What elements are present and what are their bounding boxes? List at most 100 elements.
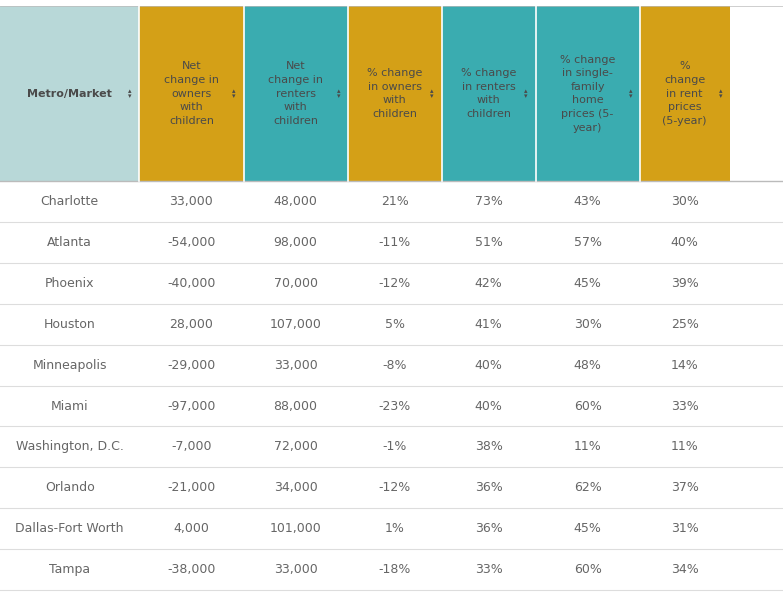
Text: -12%: -12% [378, 482, 411, 494]
Text: 70,000: 70,000 [273, 277, 318, 290]
Text: 4,000: 4,000 [174, 522, 209, 535]
Text: 33%: 33% [474, 563, 503, 576]
Text: Tampa: Tampa [49, 563, 90, 576]
Text: 30%: 30% [574, 318, 601, 331]
Text: 34%: 34% [671, 563, 698, 576]
Text: 73%: 73% [474, 195, 503, 208]
Text: 31%: 31% [671, 522, 698, 535]
Bar [0, 263, 783, 304]
Text: 1%: 1% [384, 522, 405, 535]
Text: Charlotte: Charlotte [41, 195, 99, 208]
Text: 11%: 11% [671, 440, 698, 454]
Text: 41%: 41% [474, 318, 503, 331]
Text: 33%: 33% [671, 399, 698, 412]
Text: 36%: 36% [474, 522, 503, 535]
Text: -7,000: -7,000 [171, 440, 211, 454]
Text: -54,000: -54,000 [168, 236, 215, 249]
Text: Metro/Market: Metro/Market [27, 89, 112, 98]
Text: 88,000: 88,000 [273, 399, 318, 412]
Text: 62%: 62% [574, 482, 601, 494]
Text: 21%: 21% [381, 195, 409, 208]
Text: Miami: Miami [51, 399, 88, 412]
Bar [0, 386, 783, 427]
Text: Washington, D.C.: Washington, D.C. [16, 440, 124, 454]
Text: -11%: -11% [378, 236, 411, 249]
Text: % change
in owners
with
children: % change in owners with children [367, 68, 422, 119]
Text: %
change
in rent
prices
(5-year): % change in rent prices (5-year) [662, 61, 707, 126]
Text: % change
in renters
with
children: % change in renters with children [461, 68, 516, 119]
Text: ▴
▾: ▴ ▾ [431, 88, 434, 99]
Text: 40%: 40% [474, 399, 503, 412]
Text: 37%: 37% [671, 482, 698, 494]
Bar [139, 6, 244, 181]
Text: Net
change in
renters
with
children: Net change in renters with children [268, 61, 323, 126]
Text: 36%: 36% [474, 482, 503, 494]
Bar [0, 6, 139, 181]
Text: 60%: 60% [574, 399, 601, 412]
Text: 60%: 60% [574, 563, 601, 576]
Bar [348, 6, 442, 181]
Text: 107,000: 107,000 [269, 318, 322, 331]
Bar [0, 304, 783, 344]
Text: -29,000: -29,000 [168, 359, 215, 372]
Text: 39%: 39% [671, 277, 698, 290]
Text: Atlanta: Atlanta [47, 236, 92, 249]
Text: Orlando: Orlando [45, 482, 95, 494]
Text: 11%: 11% [574, 440, 601, 454]
Bar [0, 427, 783, 467]
Bar [0, 508, 783, 549]
Text: 38%: 38% [474, 440, 503, 454]
Text: 43%: 43% [574, 195, 601, 208]
Text: ▴
▾: ▴ ▾ [525, 88, 528, 99]
Text: Houston: Houston [44, 318, 96, 331]
Text: 34,000: 34,000 [274, 482, 317, 494]
Text: 101,000: 101,000 [269, 522, 322, 535]
Text: 40%: 40% [474, 359, 503, 372]
Text: -97,000: -97,000 [168, 399, 215, 412]
Text: ▴
▾: ▴ ▾ [233, 88, 236, 99]
Text: -23%: -23% [378, 399, 411, 412]
Bar [640, 6, 730, 181]
Text: ▴
▾: ▴ ▾ [128, 88, 132, 99]
Text: -1%: -1% [382, 440, 407, 454]
Bar [0, 549, 783, 590]
Text: 48%: 48% [574, 359, 601, 372]
Text: Dallas-Fort Worth: Dallas-Fort Worth [16, 522, 124, 535]
Text: 14%: 14% [671, 359, 698, 372]
Text: ▴
▾: ▴ ▾ [337, 88, 340, 99]
Text: 33,000: 33,000 [170, 195, 213, 208]
Text: Minneapolis: Minneapolis [32, 359, 107, 372]
Text: -8%: -8% [382, 359, 407, 372]
Text: % change
in single-
family
home
prices (5-
year): % change in single- family home prices (… [560, 55, 615, 132]
Text: 45%: 45% [574, 522, 601, 535]
Text: 33,000: 33,000 [274, 359, 317, 372]
Text: 72,000: 72,000 [273, 440, 318, 454]
Bar [0, 467, 783, 508]
Text: Net
change in
owners
with
children: Net change in owners with children [164, 61, 219, 126]
Bar [0, 181, 783, 222]
Text: ▴
▾: ▴ ▾ [719, 88, 722, 99]
Text: 57%: 57% [574, 236, 601, 249]
Text: -38,000: -38,000 [168, 563, 215, 576]
Text: -18%: -18% [378, 563, 411, 576]
Bar [0, 222, 783, 263]
Bar [0, 344, 783, 386]
Bar [442, 6, 536, 181]
Text: ▴
▾: ▴ ▾ [629, 88, 632, 99]
Text: 48,000: 48,000 [273, 195, 318, 208]
Text: 28,000: 28,000 [169, 318, 214, 331]
Text: 42%: 42% [474, 277, 503, 290]
Text: 45%: 45% [574, 277, 601, 290]
Text: 33,000: 33,000 [274, 563, 317, 576]
Text: 30%: 30% [671, 195, 698, 208]
Text: 98,000: 98,000 [273, 236, 318, 249]
Text: -12%: -12% [378, 277, 411, 290]
Text: -40,000: -40,000 [168, 277, 215, 290]
Bar [536, 6, 640, 181]
Text: 51%: 51% [474, 236, 503, 249]
Text: Phoenix: Phoenix [45, 277, 95, 290]
Text: 40%: 40% [671, 236, 698, 249]
Text: 25%: 25% [671, 318, 698, 331]
Text: 5%: 5% [384, 318, 405, 331]
Bar [244, 6, 348, 181]
